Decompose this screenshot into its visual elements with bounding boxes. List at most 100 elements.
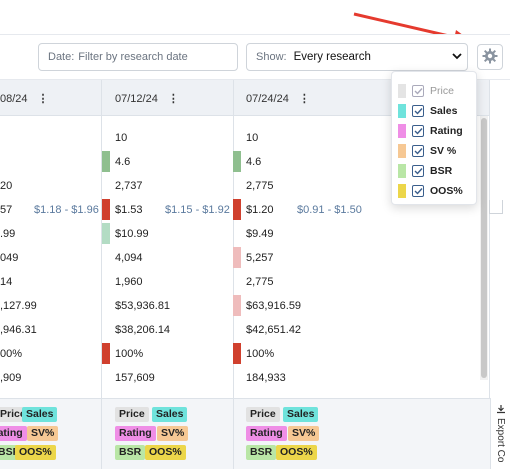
cell-value: 00% — [0, 348, 23, 360]
cell-value: 10 — [115, 132, 128, 144]
checkbox[interactable] — [412, 185, 424, 197]
date-placeholder: Filter by research date — [78, 51, 188, 63]
download-icon — [496, 404, 506, 417]
color-swatch — [398, 184, 406, 198]
color-swatch — [398, 84, 406, 98]
column-divider — [233, 80, 234, 469]
menu-item-oos[interactable]: OOS% — [398, 184, 463, 198]
cell-value: 4,094 — [115, 252, 143, 264]
cell-value: $1.20 — [246, 204, 274, 216]
cell-value: $1.53 — [115, 204, 143, 216]
color-swatch — [398, 164, 406, 178]
menu-item-bsr[interactable]: BSR — [398, 164, 452, 178]
gear-icon — [482, 48, 498, 67]
cell-value: $42,651.42 — [246, 324, 302, 336]
cell-value: $38,206.14 — [115, 324, 171, 336]
menu-item-label: Price — [430, 85, 454, 97]
column-date: 08/24 — [0, 92, 28, 105]
chip-price: Price — [115, 407, 149, 422]
checkbox[interactable] — [412, 105, 424, 117]
cell-value: $10.99 — [115, 228, 149, 240]
export-button[interactable]: Export Co — [490, 398, 510, 469]
column-date: 07/12/24 — [115, 92, 158, 105]
trend-bar — [102, 223, 110, 244]
trend-bar — [233, 151, 241, 172]
menu-item-label: SV % — [430, 145, 457, 157]
chip-rating: Rating — [115, 426, 156, 441]
scrollbar-thumb[interactable] — [481, 118, 487, 378]
more-vertical-icon[interactable]: ⋮ — [37, 93, 49, 105]
date-filter-input[interactable]: Date: Filter by research date — [38, 43, 238, 71]
chip-price: Price — [246, 407, 280, 422]
cell-value: 2,737 — [115, 180, 143, 192]
cell-value: 100% — [246, 348, 275, 360]
cell-value: ,946.31 — [0, 324, 37, 336]
chevron-down-icon — [447, 52, 467, 63]
check-icon — [414, 188, 423, 195]
cell-value: 57 — [0, 204, 13, 216]
column-date: 07/24/24 — [246, 92, 289, 105]
menu-item-price[interactable]: Price — [398, 84, 454, 98]
price-range: $1.18 - $1.96 — [34, 204, 99, 216]
column-header[interactable]: 07/24/24 ⋮ — [246, 92, 310, 106]
column-visibility-menu: Price Sales Rating SV % BSR OOS% — [391, 71, 477, 205]
column-divider — [101, 80, 102, 469]
cell-value: 184,933 — [246, 372, 286, 384]
show-value: Every research — [293, 51, 371, 63]
check-icon — [414, 88, 423, 95]
cell-value: 20 — [0, 180, 13, 192]
checkbox[interactable] — [412, 145, 424, 157]
menu-item-sales[interactable]: Sales — [398, 104, 457, 118]
cell-value: $9.49 — [246, 228, 274, 240]
export-label: Export Co — [495, 418, 506, 463]
chip-sales: Sales — [22, 407, 58, 422]
trend-bar — [233, 343, 241, 364]
cell-value: 14 — [0, 276, 13, 288]
cell-value: 4.6 — [246, 156, 262, 168]
check-icon — [414, 148, 423, 155]
color-swatch — [398, 104, 406, 118]
trend-bar — [102, 343, 110, 364]
chip-bsr: BSR — [246, 445, 277, 460]
menu-item-sv[interactable]: SV % — [398, 144, 456, 158]
color-swatch — [398, 144, 406, 158]
show-select[interactable]: Show: Every research — [246, 43, 468, 71]
menu-item-label: Rating — [430, 125, 463, 137]
cell-value: 1,960 — [115, 276, 143, 288]
column-divider — [489, 80, 490, 469]
trend-bar — [233, 199, 241, 220]
settings-button[interactable] — [477, 44, 503, 70]
cell-value: 157,609 — [115, 372, 155, 384]
legend-chips-area: Price Sales Rating SV% BSR OOS% Price Sa… — [0, 398, 490, 469]
date-label: Date: — [48, 51, 75, 63]
check-icon — [414, 108, 423, 115]
cell-value: 4.6 — [115, 156, 131, 168]
cell-value: $63,916.59 — [246, 300, 302, 312]
cell-value: 2,775 — [246, 276, 274, 288]
cell-value: $53,936.81 — [115, 300, 171, 312]
column-divider — [233, 399, 234, 469]
show-label: Show: — [256, 51, 287, 63]
cell-value: ,127.99 — [0, 300, 37, 312]
menu-item-rating[interactable]: Rating — [398, 124, 463, 138]
cell-value: .99 — [0, 228, 16, 240]
check-icon — [414, 128, 423, 135]
checkbox[interactable] — [412, 125, 424, 137]
chip-sales: Sales — [283, 407, 319, 422]
cell-value: 10 — [246, 132, 259, 144]
chip-bsr: BSR — [115, 445, 146, 460]
checkbox[interactable] — [412, 85, 424, 97]
column-header[interactable]: 08/24 ⋮ — [0, 92, 49, 106]
chip-sales: Sales — [152, 407, 188, 422]
chip-rating: Rating — [246, 426, 287, 441]
column-header[interactable]: 07/12/24 ⋮ — [115, 92, 179, 106]
chip-sv: SV% — [288, 426, 320, 441]
more-vertical-icon[interactable]: ⋮ — [298, 93, 310, 105]
cell-value: ,909 — [0, 372, 22, 384]
price-range: $1.15 - $1.92 — [165, 204, 230, 216]
more-vertical-icon[interactable]: ⋮ — [167, 93, 179, 105]
checkbox[interactable] — [412, 165, 424, 177]
trend-bar — [233, 247, 241, 268]
trend-bar — [102, 151, 110, 172]
column-divider — [101, 399, 102, 469]
